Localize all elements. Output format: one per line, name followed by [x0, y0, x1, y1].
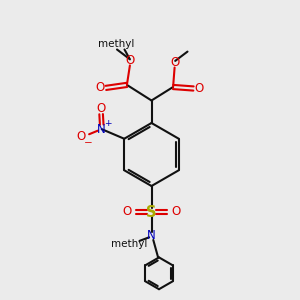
Text: S: S [146, 205, 157, 220]
Text: O: O [123, 205, 132, 218]
Text: +: + [105, 118, 112, 127]
Text: O: O [194, 82, 203, 95]
Text: O: O [170, 56, 179, 69]
Text: N: N [97, 123, 106, 136]
Text: −: − [84, 138, 93, 148]
Text: O: O [77, 130, 86, 143]
Text: O: O [171, 205, 180, 218]
Text: methyl: methyl [111, 239, 148, 249]
Text: methyl: methyl [98, 39, 134, 50]
Text: O: O [97, 102, 106, 115]
Text: N: N [147, 229, 156, 242]
Text: O: O [96, 81, 105, 94]
Text: O: O [125, 53, 134, 67]
